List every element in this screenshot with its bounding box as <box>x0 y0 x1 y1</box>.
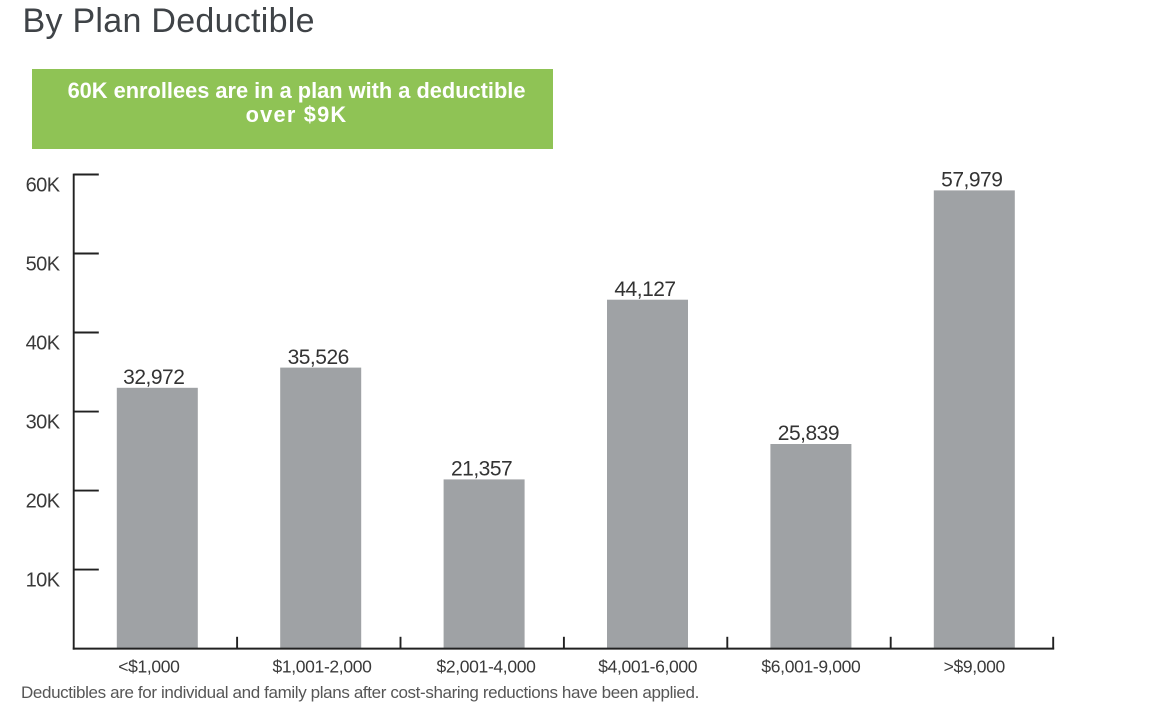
svg-text:<$1,000: <$1,000 <box>118 656 180 676</box>
svg-text:60K: 60K <box>26 175 61 197</box>
svg-text:$4,001-6,000: $4,001-6,000 <box>598 656 698 676</box>
svg-text:50K: 50K <box>26 254 61 276</box>
svg-text:>$9,000: >$9,000 <box>944 656 1006 676</box>
svg-text:20K: 20K <box>26 491 61 513</box>
svg-text:25,839: 25,839 <box>778 422 839 445</box>
svg-text:30K: 30K <box>26 412 61 434</box>
svg-text:$6,001-9,000: $6,001-9,000 <box>761 656 861 676</box>
svg-text:40K: 40K <box>26 333 61 355</box>
svg-text:$2,001-4,000: $2,001-4,000 <box>437 656 537 676</box>
svg-text:$1,001-2,000: $1,001-2,000 <box>273 656 373 676</box>
svg-text:32,972: 32,972 <box>123 366 184 389</box>
svg-text:57,979: 57,979 <box>941 169 1002 192</box>
svg-text:44,127: 44,127 <box>614 278 675 301</box>
svg-text:21,357: 21,357 <box>451 458 512 481</box>
svg-text:35,526: 35,526 <box>288 346 349 369</box>
svg-text:10K: 10K <box>26 570 61 592</box>
